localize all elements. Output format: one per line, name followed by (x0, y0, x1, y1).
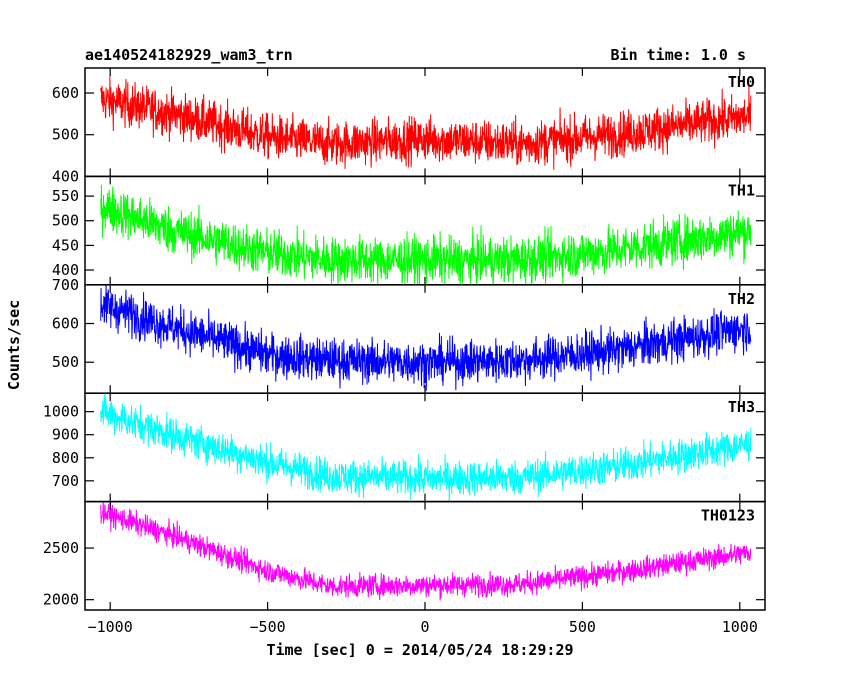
x-tick-label: 1000 (722, 618, 758, 636)
y-tick-label-th2: 500 (52, 353, 79, 371)
y-tick-label-th0: 400 (52, 167, 79, 185)
y-tick-label-th2: 600 (52, 315, 79, 333)
panel-label-th3: TH3 (728, 398, 755, 416)
series-line-th2 (100, 284, 752, 391)
y-tick-label-th0: 600 (52, 84, 79, 102)
y-tick-label-th0: 500 (52, 126, 79, 144)
x-tick-label: −1000 (88, 618, 133, 636)
panel-label-th2: TH2 (728, 290, 755, 308)
y-tick-label-th0123: 2000 (43, 591, 79, 609)
y-axis-label: Counts/sec (5, 300, 23, 390)
x-tick-label: 500 (569, 618, 596, 636)
y-tick-label-th3: 1000 (43, 403, 79, 421)
y-tick-label-th3: 900 (52, 426, 79, 444)
y-tick-label-th3: 800 (52, 449, 79, 467)
series-line-th1 (100, 184, 752, 285)
series-line-th3 (100, 393, 752, 502)
x-axis-label: Time [sec] 0 = 2014/05/24 18:29:29 (266, 641, 573, 659)
chart-title-left: ae140524182929_wam3_trn (85, 46, 293, 64)
panels-group: TH0 400 500 600 TH1 400 450 500 550 TH2 500 600 700 T… (43, 67, 766, 636)
panel-label-th1: TH1 (728, 181, 755, 199)
y-tick-label-th1: 500 (52, 212, 79, 230)
x-tick-label: 0 (420, 618, 429, 636)
y-tick-label-th1: 550 (52, 187, 79, 205)
series-line-th0123 (100, 501, 752, 601)
series-line-th0 (100, 75, 752, 170)
y-tick-label-th1: 400 (52, 261, 79, 279)
chart-title-right: Bin time: 1.0 s (611, 46, 746, 64)
y-tick-label-th0123: 2500 (43, 539, 79, 557)
panel-label-th0123: TH0123 (701, 507, 755, 525)
x-tick-label: −500 (250, 618, 286, 636)
y-tick-label-th1: 450 (52, 236, 79, 254)
y-tick-label-th2: 700 (52, 276, 79, 294)
panel-frame-th0123 (84, 500, 766, 611)
panel-label-th0: TH0 (728, 73, 755, 91)
y-tick-label-th3: 700 (52, 472, 79, 490)
